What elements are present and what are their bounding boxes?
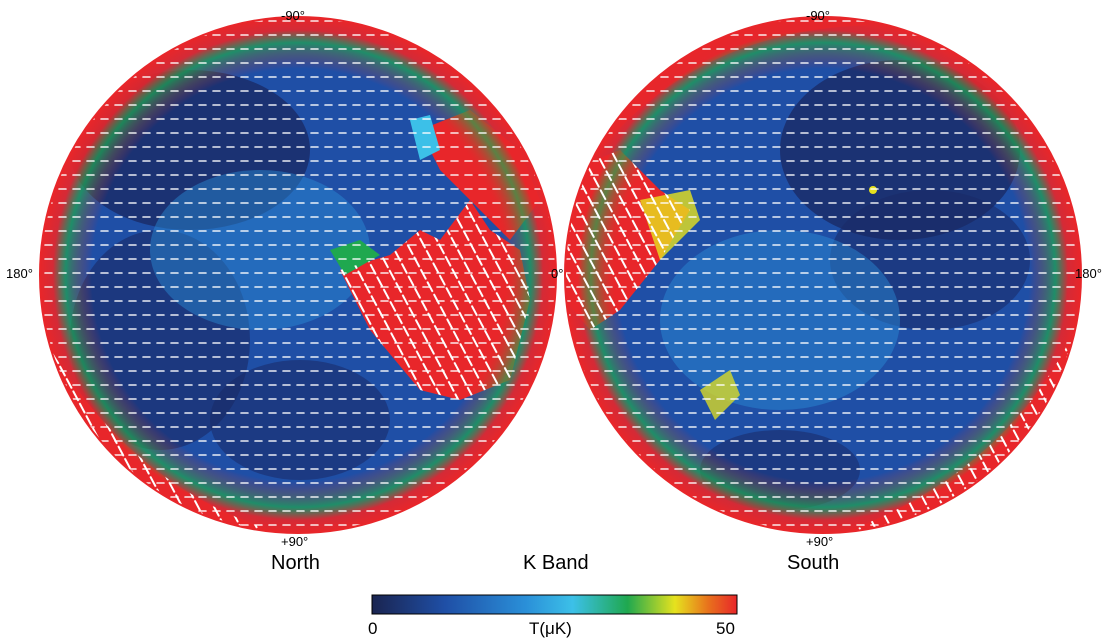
south-hemisphere-map bbox=[565, 17, 1081, 533]
colorbar-quantity-label: T(μK) bbox=[529, 619, 572, 638]
north-hemisphere-map bbox=[40, 17, 556, 533]
north-hemisphere-outline bbox=[39, 16, 557, 534]
colorbar-max-label: 50 bbox=[716, 619, 735, 638]
north-label-top: -90° bbox=[281, 8, 305, 23]
south-caption: South bbox=[787, 552, 840, 574]
north-label-right: 0° bbox=[551, 266, 564, 281]
colorbar-min-label: 0 bbox=[368, 619, 378, 638]
north-label-left: 180° bbox=[6, 266, 33, 281]
colorbar bbox=[371, 594, 738, 615]
north-label-bottom: +90° bbox=[281, 534, 309, 549]
south-hemisphere-outline bbox=[564, 16, 1082, 534]
south-label-right: 180° bbox=[1075, 266, 1102, 281]
north-caption: North bbox=[271, 552, 320, 574]
south-label-top: -90° bbox=[806, 8, 830, 23]
band-title: K Band bbox=[523, 552, 589, 574]
south-label-bottom: +90° bbox=[806, 534, 834, 549]
